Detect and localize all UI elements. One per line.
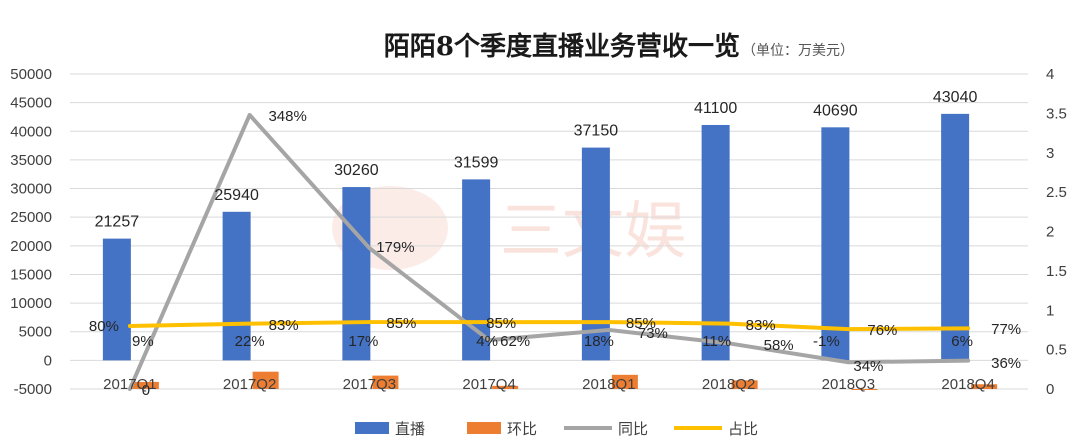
- bar-live-revenue: [701, 124, 730, 361]
- bar-qoq: [611, 374, 638, 389]
- category-axis: 2017Q1 2017Q2 2017Q3 2017Q4 2018Q1 2018Q2 2018…: [103, 376, 995, 393]
- share-label: 85%: [386, 315, 416, 332]
- left-tick-label: 0: [44, 352, 52, 369]
- qoq-label: 18%: [584, 333, 614, 350]
- right-tick-label: 1: [1046, 302, 1054, 319]
- watermark: 三文娱: [332, 186, 686, 270]
- left-tick-label: 50000: [10, 66, 52, 83]
- category-label: 2018Q2: [702, 376, 755, 393]
- qoq-label: 6%: [951, 333, 973, 350]
- left-tick-label: 25000: [10, 209, 52, 226]
- share-label: 80%: [89, 318, 119, 335]
- bar-live-revenue: [222, 211, 251, 361]
- share-label: 77%: [991, 321, 1021, 338]
- bar-value-label: 25940: [214, 187, 259, 204]
- bar-qoq: [851, 389, 878, 390]
- legend-swatch: [355, 422, 389, 434]
- yoy-label: 34%: [853, 358, 883, 375]
- chart-unit-note: （单位：万美元）: [742, 43, 854, 59]
- category-label: 2018Q4: [941, 376, 994, 393]
- right-tick-label: 0.5: [1046, 342, 1067, 359]
- bar-live-revenue: [342, 187, 371, 361]
- lines: [127, 112, 971, 391]
- bar-value-label: 30260: [334, 162, 379, 179]
- data-labels: 21257 25940 30260 31599 37150 41100 40690 43040…: [89, 89, 1021, 399]
- category-label: 2017Q1: [103, 376, 156, 393]
- bar-live-revenue: [941, 113, 970, 361]
- left-tick-label: 15000: [10, 266, 52, 283]
- legend-label: 环比: [507, 420, 537, 438]
- yoy-label: 179%: [376, 239, 414, 256]
- right-tick-label: 2.5: [1046, 184, 1067, 201]
- yoy-label: 58%: [764, 337, 794, 354]
- bar-value-label: 31599: [454, 154, 499, 171]
- bars: [102, 113, 998, 390]
- share-label: 83%: [269, 317, 299, 334]
- bar-live-revenue: [581, 147, 610, 361]
- bar-qoq: [372, 375, 399, 389]
- right-tick-label: 4: [1046, 66, 1054, 83]
- left-tick-label: -5000: [14, 381, 52, 398]
- right-tick-label: 0: [1046, 381, 1054, 398]
- qoq-label: 4%: [476, 333, 498, 350]
- right-axis: 0 0.5 1 1.5 2 2.5 3 3.5 4: [1046, 66, 1067, 398]
- left-tick-label: 45000: [10, 95, 52, 112]
- left-tick-label: 5000: [19, 324, 52, 341]
- line-share: [127, 320, 971, 332]
- line-yoy: [127, 112, 971, 391]
- left-tick-label: 30000: [10, 181, 52, 198]
- legend-label: 直播: [395, 420, 425, 438]
- qoq-label: 9%: [132, 333, 154, 350]
- legend: 直播 环比 同比 占比: [355, 420, 758, 438]
- qoq-label: 11%: [702, 333, 731, 350]
- yoy-label: 62%: [500, 333, 530, 350]
- left-tick-label: 10000: [10, 295, 52, 312]
- bar-value-label: 41100: [694, 100, 737, 117]
- share-label: 85%: [486, 315, 516, 332]
- bar-live-revenue: [821, 127, 850, 361]
- right-tick-label: 1.5: [1046, 263, 1067, 280]
- share-label: 83%: [746, 317, 776, 334]
- left-tick-label: 40000: [10, 123, 52, 140]
- bar-live-revenue: [102, 238, 131, 361]
- bar-qoq: [132, 381, 159, 389]
- category-label: 2017Q2: [223, 376, 276, 393]
- right-tick-label: 3: [1046, 145, 1054, 162]
- legend-label: 占比: [728, 420, 758, 438]
- left-tick-label: 35000: [10, 152, 52, 169]
- legend-label: 同比: [618, 420, 648, 438]
- category-label: 2018Q1: [582, 376, 635, 393]
- left-tick-label: 20000: [10, 238, 52, 255]
- share-label: 76%: [867, 322, 897, 339]
- bar-qoq: [731, 380, 758, 389]
- yoy-label: 348%: [268, 108, 306, 125]
- yoy-label: 73%: [638, 325, 668, 342]
- bar-qoq: [492, 385, 519, 389]
- category-label: 2017Q4: [462, 376, 515, 393]
- bar-qoq: [252, 371, 279, 389]
- bar-value-label: 40690: [813, 102, 858, 119]
- chart-title: 陌陌8个季度直播业务营收一览: [384, 31, 740, 62]
- legend-swatch: [467, 422, 501, 434]
- category-label: 2018Q3: [822, 376, 875, 393]
- qoq-label: 17%: [348, 333, 378, 350]
- right-tick-label: 2: [1046, 224, 1054, 241]
- right-tick-label: 3.5: [1046, 105, 1067, 122]
- bar-value-label: 43040: [933, 89, 978, 106]
- bar-value-label: 21257: [95, 214, 140, 231]
- category-label: 2017Q3: [343, 376, 396, 393]
- qoq-label: 22%: [235, 333, 265, 350]
- qoq-label: -1%: [813, 333, 840, 350]
- left-axis: -5000 0 5000 10000 15000 20000 25000 30000 35000…: [10, 66, 52, 398]
- bar-value-label: 37150: [574, 123, 619, 140]
- bar-qoq: [971, 384, 998, 389]
- share-label: 85%: [626, 315, 656, 332]
- yoy-label: 36%: [991, 355, 1021, 372]
- yoy-label: 0: [142, 382, 150, 399]
